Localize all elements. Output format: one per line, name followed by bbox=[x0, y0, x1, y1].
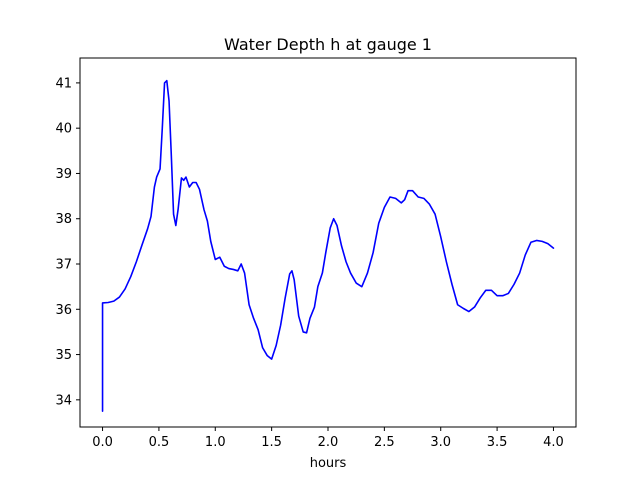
axes-frame bbox=[79, 57, 577, 428]
x-tick-label: 3.0 bbox=[430, 435, 451, 450]
series-line-0 bbox=[101, 79, 555, 412]
x-tick-label: 2.5 bbox=[374, 435, 395, 450]
y-tick-label: 41 bbox=[55, 76, 72, 91]
y-tick-label: 40 bbox=[55, 122, 72, 137]
y-tick-label: 37 bbox=[55, 258, 72, 273]
x-tick-label: 0.5 bbox=[149, 435, 170, 450]
x-tick-label: 1.0 bbox=[205, 435, 226, 450]
y-tick-label: 35 bbox=[55, 348, 72, 363]
y-tick-label: 34 bbox=[55, 393, 72, 408]
x-axis: 0.0 0.5 1.0 1.5 2.0 2.5 3.0 3.5 4.0 bbox=[92, 427, 564, 450]
y-axis: 34 35 36 37 38 39 40 41 bbox=[55, 76, 80, 408]
chart-title: Water Depth h at gauge 1 bbox=[224, 35, 432, 54]
y-tick-label: 36 bbox=[55, 303, 72, 318]
x-tick-label: 3.5 bbox=[487, 435, 508, 450]
y-tick-label: 39 bbox=[55, 167, 72, 182]
x-tick-label: 1.5 bbox=[261, 435, 282, 450]
x-axis-label: hours bbox=[310, 456, 347, 471]
x-tick-label: 4.0 bbox=[543, 435, 564, 450]
x-tick-label: 2.0 bbox=[318, 435, 339, 450]
x-tick-label: 0.0 bbox=[92, 435, 113, 450]
plot-area bbox=[101, 79, 555, 412]
y-tick-label: 38 bbox=[55, 212, 72, 227]
